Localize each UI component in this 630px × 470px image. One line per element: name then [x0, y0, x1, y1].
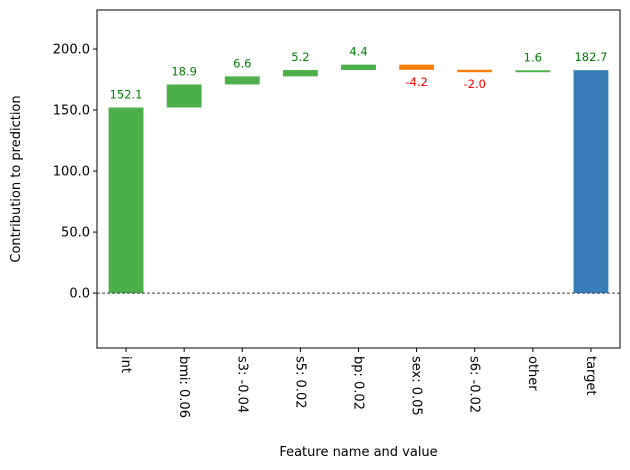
y-tick-label: 200.0: [53, 43, 90, 58]
bar-s6: [457, 69, 493, 73]
data-label: 4.4: [349, 45, 367, 59]
bar-bmi: [166, 84, 202, 108]
bar-s5: [282, 70, 318, 77]
data-label: -4.2: [405, 75, 427, 89]
bar-other: [515, 70, 551, 73]
y-axis: 0.0 50.0 100.0 150.0 200.0: [53, 43, 97, 302]
y-tick-label: 50.0: [61, 226, 90, 241]
bar-int: [108, 107, 144, 294]
x-tick-label: int: [118, 356, 133, 373]
data-label: 18.9: [171, 64, 197, 78]
y-tick-label: 0.0: [69, 287, 90, 302]
bar-target: [573, 70, 609, 294]
bar-s3: [224, 76, 260, 85]
x-tick-label: target: [583, 356, 598, 396]
bar-sex: [399, 64, 435, 70]
x-tick-label: s5: 0.02: [292, 356, 307, 409]
x-tick-label: s3: -0.04: [234, 356, 249, 413]
bar-bp: [341, 64, 376, 71]
y-tick-label: 150.0: [53, 104, 90, 119]
data-label: 5.2: [291, 50, 309, 64]
bars-group: [108, 64, 609, 294]
x-tick-label: bmi: 0.06: [176, 356, 191, 418]
data-label: 1.6: [524, 50, 542, 64]
data-label: 182.7: [574, 50, 607, 64]
x-axis: int bmi: 0.06 s3: -0.04 s5: 0.02 bp: 0.02 sex…: [118, 348, 598, 418]
y-tick-label: 100.0: [53, 165, 90, 180]
data-labels: 152.1 18.9 6.6 5.2 4.4 -4.2 -2.0 1.6 182.7: [110, 45, 608, 102]
data-label: -2.0: [463, 77, 485, 91]
y-axis-label: Contribution to prediction: [9, 95, 24, 262]
x-tick-label: s6: -0.02: [467, 356, 482, 413]
x-tick-label: bp: 0.02: [351, 356, 366, 410]
data-label: 152.1: [110, 87, 143, 101]
x-axis-label: Feature name and value: [279, 445, 437, 460]
x-tick-label: other: [525, 356, 540, 391]
data-label: 6.6: [233, 56, 251, 70]
x-tick-label: sex: 0.05: [409, 356, 424, 416]
